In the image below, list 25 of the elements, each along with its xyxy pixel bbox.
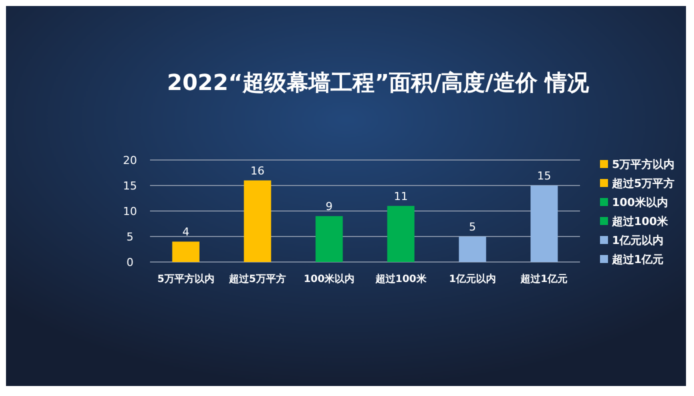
plot: 4 16 9 11 5 15 (150, 160, 580, 262)
y-tick-label: 15 (123, 180, 137, 192)
y-tick-label: 20 (123, 154, 137, 167)
x-tick-label: 超过5万平方 (228, 273, 286, 285)
data-label: 5 (469, 220, 476, 234)
legend-label: 100米以内 (612, 196, 668, 209)
x-tick-label: 1亿元以内 (449, 273, 496, 285)
legend-label: 超过1亿元 (611, 253, 664, 266)
legend-label: 超过100米 (611, 215, 669, 228)
chart-title: 2022“超级幕墙工程”面积/高度/造价 情况 (167, 70, 590, 96)
legend-label: 5万平方以内 (612, 158, 675, 171)
data-label: 9 (326, 200, 333, 214)
data-label: 11 (394, 190, 408, 203)
legend-label: 1亿元以内 (612, 234, 664, 247)
y-tick-label: 0 (126, 256, 134, 269)
legend-label: 超过5万平方 (611, 177, 675, 190)
x-tick-label: 超过1亿元 (520, 273, 568, 285)
data-label: 15 (537, 170, 552, 182)
x-tick-label: 5万平方以内 (157, 273, 214, 285)
x-tick-label: 100米以内 (304, 273, 355, 285)
data-label: 4 (182, 226, 190, 239)
data-label: 16 (250, 164, 264, 178)
y-tick-label: 10 (123, 205, 137, 218)
y-tick-label: 5 (126, 230, 134, 244)
x-tick-label: 超过100米 (374, 273, 428, 285)
